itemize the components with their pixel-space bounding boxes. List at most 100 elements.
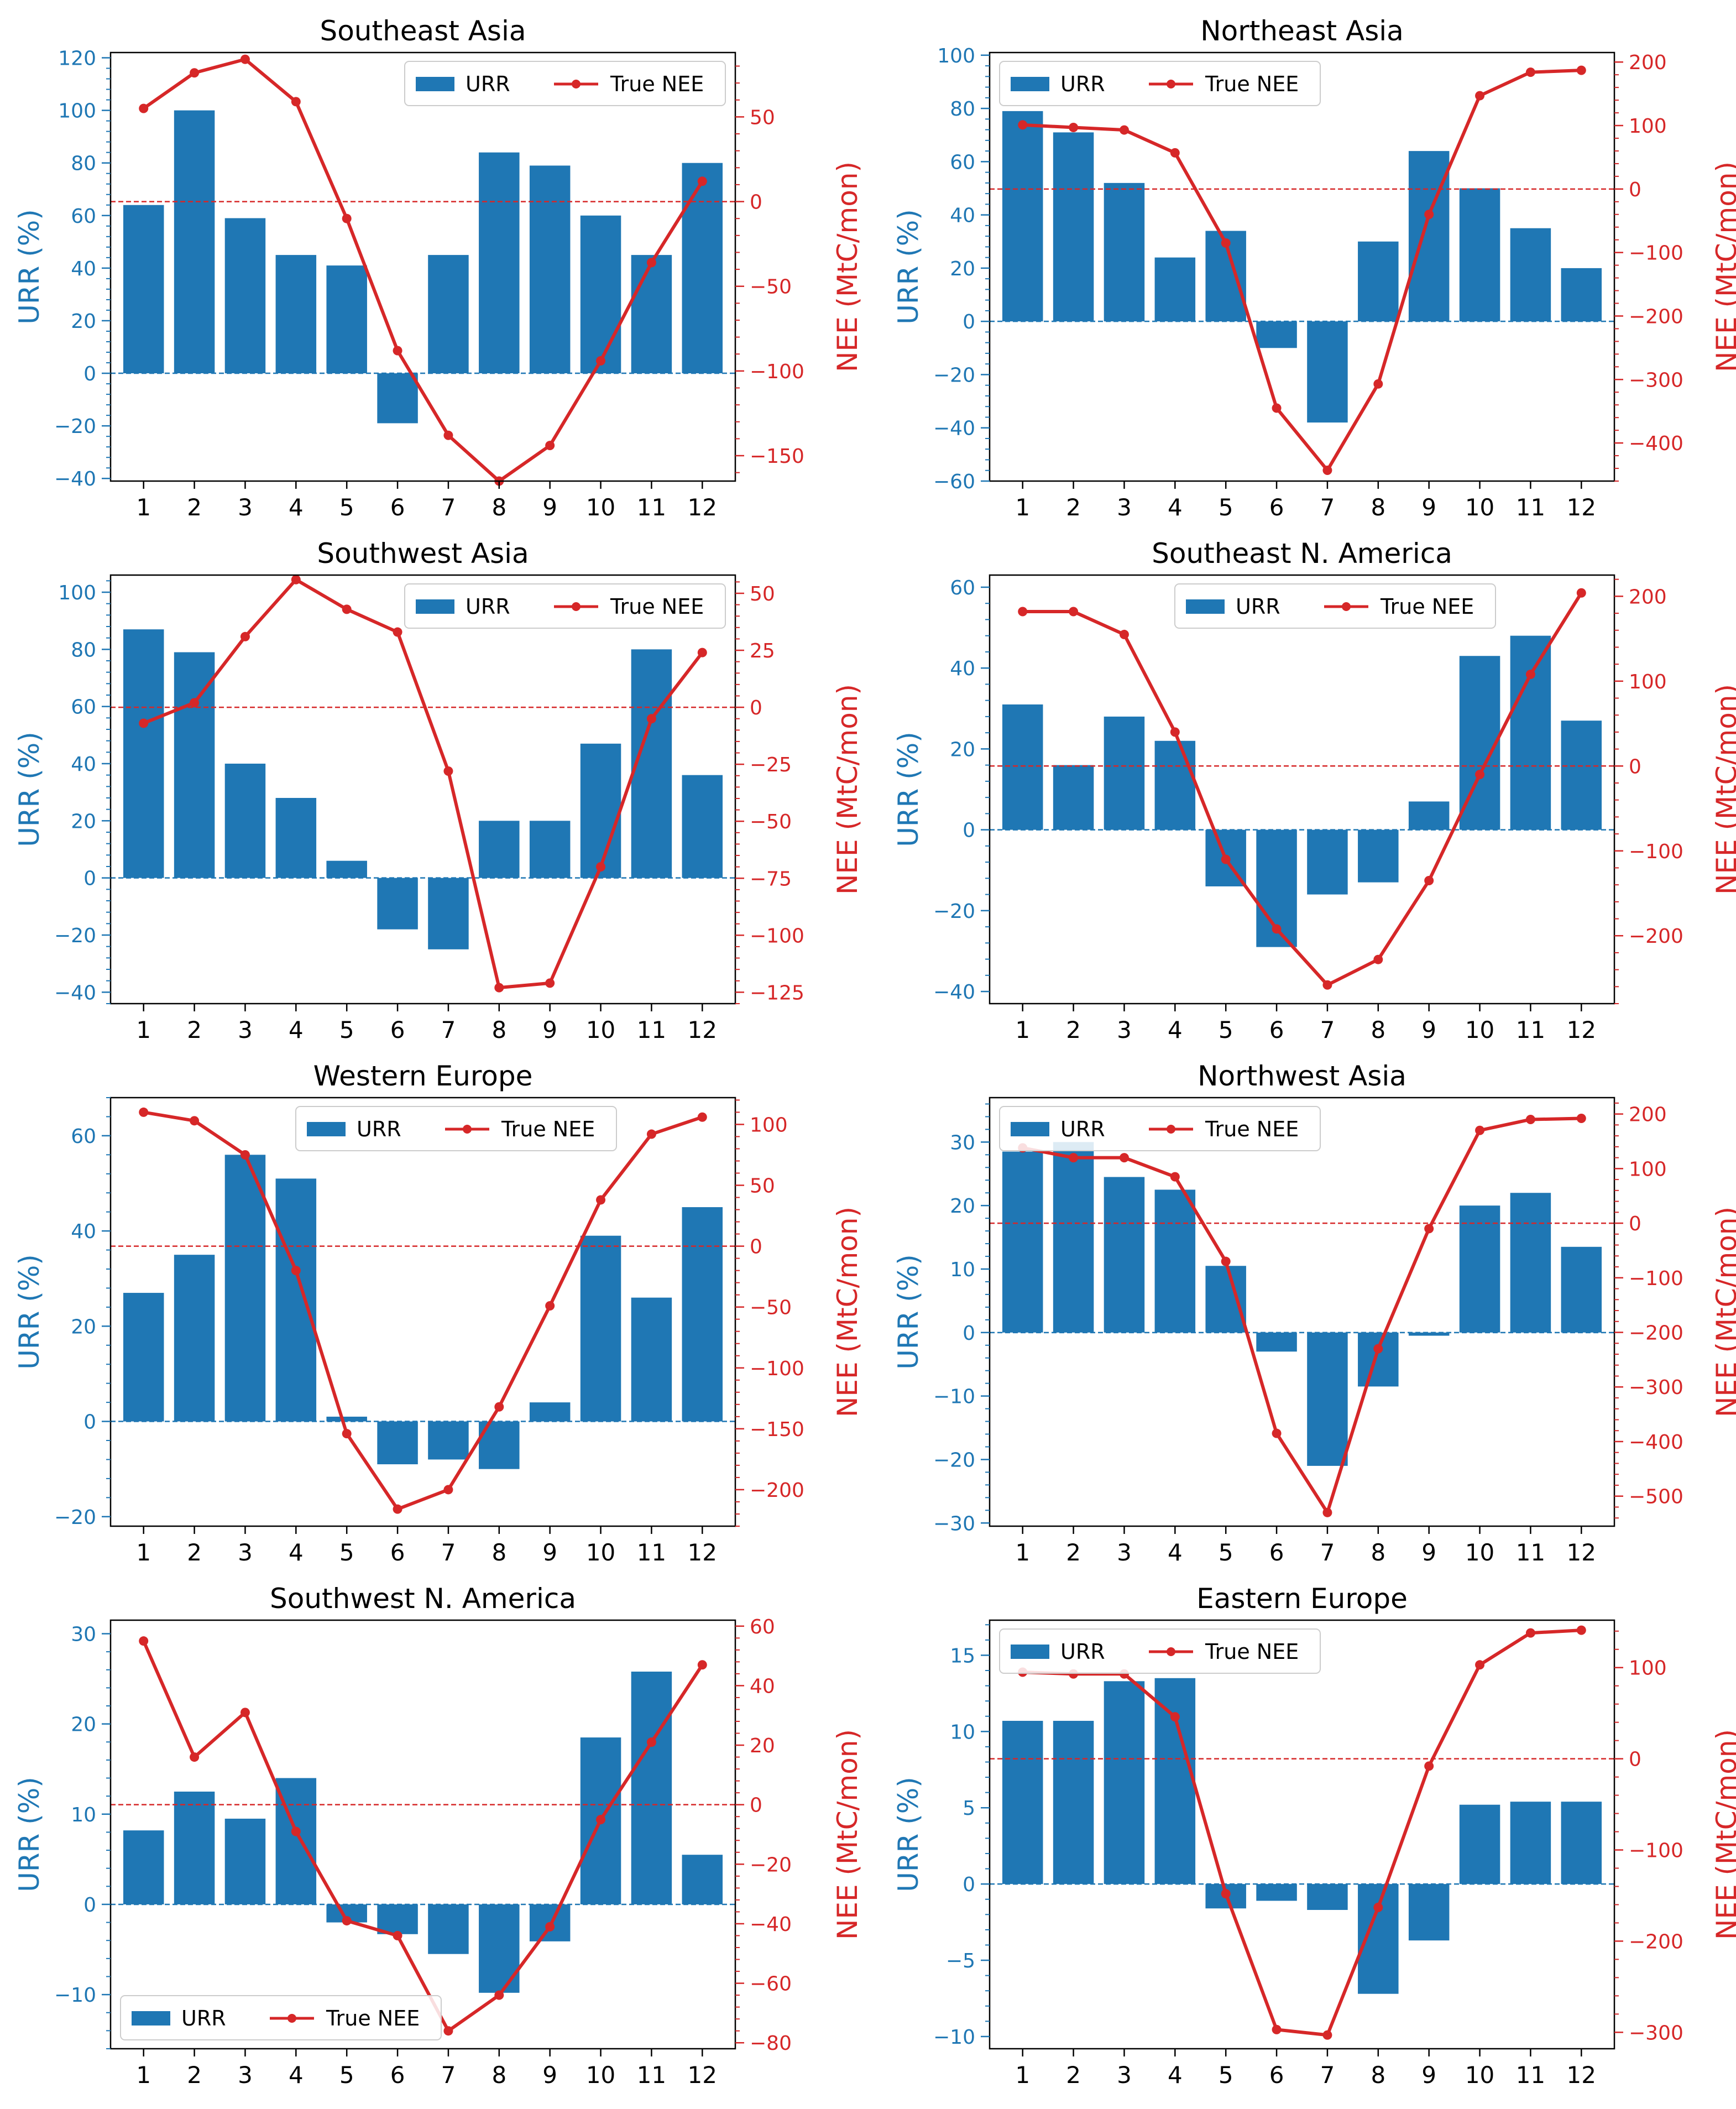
y-tick-label: 60: [71, 1125, 96, 1148]
y2-tick-label: 0: [1629, 179, 1641, 201]
urr-bar-month-10: [1459, 188, 1500, 322]
y-tick-label: 5: [963, 1797, 975, 1820]
urr-axis-label: URR (%): [13, 1777, 45, 1892]
nee-point-month-1: [139, 1107, 149, 1117]
x-tick-label: 12: [1567, 494, 1596, 521]
nee-point-month-6: [393, 1930, 402, 1940]
y2-tick-label: 0: [750, 1236, 762, 1259]
urr-bar-month-9: [1408, 801, 1450, 830]
y2-tick-label: 0: [1629, 1748, 1641, 1771]
y-tick-label: 10: [71, 1804, 96, 1826]
panel-northwest-asia: 1 2 3 4 5 6 7 8 9 10 11 12−30−20−100102030−500−400−…: [892, 1060, 1736, 1566]
panel-title: Eastern Europe: [1196, 1583, 1408, 1615]
nee-point-month-12: [1576, 1625, 1586, 1635]
nee-point-month-10: [1475, 1125, 1485, 1135]
nee-point-month-1: [1018, 120, 1028, 130]
urr-bar-month-1: [1002, 111, 1043, 322]
nee-point-month-12: [1576, 1114, 1586, 1124]
urr-bar-month-6: [377, 878, 418, 930]
nee-axis-label: NEE (MtC/mon): [1711, 1729, 1736, 1940]
urr-bar-month-5: [326, 265, 367, 374]
y-tick-label: −10: [933, 1386, 975, 1408]
urr-bar-month-12: [1561, 721, 1602, 830]
legend-marker: [1167, 80, 1175, 88]
nee-point-month-4: [1170, 1712, 1180, 1722]
nee-point-month-1: [139, 1636, 149, 1646]
nee-point-month-4: [1170, 148, 1180, 158]
x-tick-label: 11: [637, 1539, 666, 1566]
panel-southwest-n-america: 1 2 3 4 5 6 7 8 9 10 11 12−100102030−80−60−40−20020…: [13, 1583, 864, 2089]
y2-tick-label: −100: [1629, 242, 1683, 265]
x-tick-label: 11: [1516, 1539, 1545, 1566]
legend: URR True NEE: [404, 583, 726, 629]
nee-point-month-6: [1272, 924, 1282, 934]
y2-tick-label: 40: [750, 1675, 775, 1698]
nee-point-month-8: [494, 983, 504, 993]
y2-tick-label: 60: [750, 1616, 775, 1638]
nee-point-month-11: [646, 714, 656, 724]
plot-frame: [989, 1619, 1615, 2050]
y2-tick-label: −300: [1629, 369, 1683, 391]
x-tick-label: 8: [1371, 1539, 1385, 1566]
nee-axis-label: NEE (MtC/mon): [1711, 1207, 1736, 1417]
nee-point-month-11: [1525, 1628, 1535, 1638]
x-tick-label: 7: [441, 1016, 456, 1043]
x-tick-label: 6: [1269, 1539, 1284, 1566]
y-tick-label: 100: [58, 582, 96, 604]
y2-tick-label: −300: [1629, 1376, 1683, 1399]
y-tick-label: 100: [937, 45, 975, 67]
y-tick-label: 20: [71, 1315, 96, 1338]
urr-bar-month-1: [1002, 1721, 1043, 1884]
nee-point-month-3: [240, 1150, 250, 1160]
x-tick-label: 9: [1421, 2061, 1436, 2089]
urr-bar-month-6: [1256, 321, 1297, 348]
nee-axis-label: NEE (MtC/mon): [832, 684, 864, 895]
legend-label-nee: True NEE: [610, 72, 704, 96]
y2-tick-label: −200: [1629, 925, 1683, 948]
nee-point-month-2: [190, 1752, 200, 1762]
legend-bar-swatch: [416, 599, 454, 614]
y-tick-label: 80: [950, 98, 975, 121]
x-tick-label: 10: [1465, 2061, 1494, 2089]
urr-bar-month-1: [1002, 1151, 1043, 1333]
x-tick-label: 3: [238, 2061, 253, 2089]
y-tick-label: 20: [950, 1195, 975, 1218]
urr-bar-month-11: [1510, 1193, 1551, 1333]
urr-bar-month-11: [1510, 228, 1551, 322]
nee-axis-label: NEE (MtC/mon): [1711, 684, 1736, 895]
urr-bar-month-1: [123, 205, 164, 374]
plot-frame: [989, 1097, 1615, 1527]
urr-axis-label: URR (%): [13, 209, 45, 325]
panel-title: Northeast Asia: [1200, 15, 1404, 47]
panel-title: Southeast Asia: [320, 15, 526, 47]
true-nee-line: [142, 1640, 704, 2033]
true-nee-line: [1022, 69, 1582, 472]
nee-point-month-9: [1424, 875, 1434, 885]
urr-bar-month-11: [1510, 635, 1551, 830]
plot-frame: [109, 574, 736, 1005]
y2-tick-label: −20: [750, 1854, 792, 1876]
urr-bar-month-1: [123, 629, 164, 878]
x-tick-label: 3: [238, 494, 253, 521]
true-nee-line: [142, 58, 704, 483]
urr-bar-month-11: [631, 1672, 672, 1904]
urr-axis-label: URR (%): [892, 1777, 924, 1892]
nee-point-month-7: [443, 766, 453, 776]
x-tick-label: 1: [136, 2061, 151, 2089]
nee-point-month-5: [1221, 238, 1231, 248]
x-tick-label: 11: [637, 2061, 666, 2089]
nee-point-month-4: [1170, 1172, 1180, 1182]
y-tick-label: 20: [950, 258, 975, 280]
nee-point-month-12: [1576, 65, 1586, 75]
y2-tick-label: −200: [1629, 1322, 1683, 1345]
y2-tick-label: −100: [1629, 1267, 1683, 1290]
y2-tick-label: −500: [1629, 1486, 1683, 1508]
urr-bar-month-7: [1307, 1332, 1348, 1466]
nee-point-month-5: [1221, 1256, 1231, 1266]
true-nee-line: [1022, 1628, 1582, 2037]
legend-marker: [1342, 602, 1351, 611]
plot-frame: [989, 51, 1615, 482]
nee-axis-label: NEE (MtC/mon): [832, 161, 864, 372]
nee-point-month-11: [646, 258, 656, 268]
x-tick-label: 2: [187, 1539, 202, 1566]
